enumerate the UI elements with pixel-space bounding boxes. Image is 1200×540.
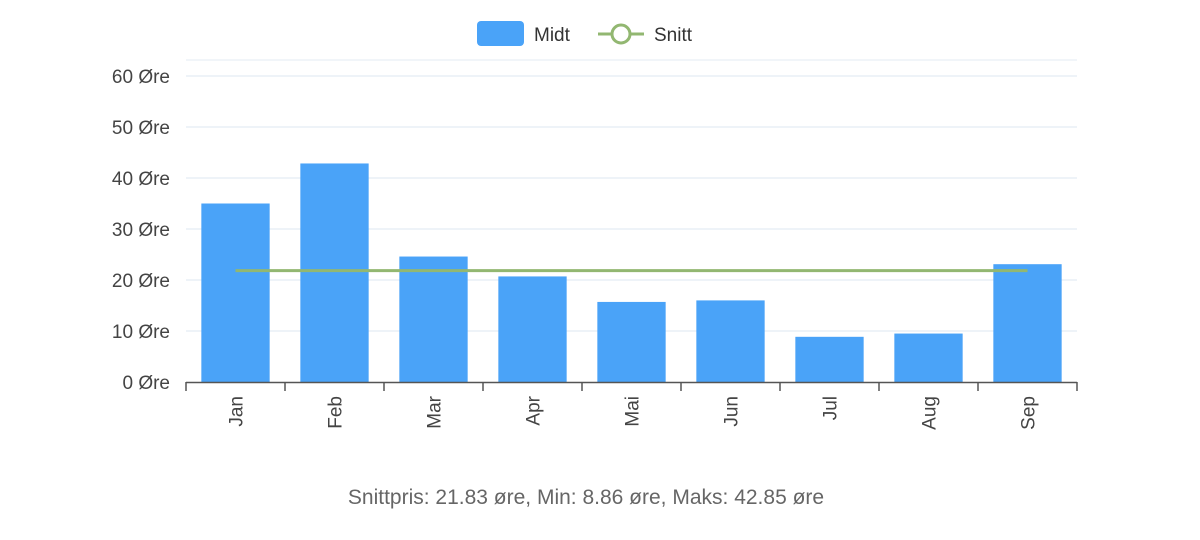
bar-series-midt [201, 163, 1062, 383]
x-tick-label: Jul [821, 396, 842, 420]
y-tick-label: 20 Øre [112, 271, 170, 292]
y-tick-label: 60 Øre [112, 67, 170, 88]
price-summary: Snittpris: 21.83 øre, Min: 8.86 øre, Mak… [347, 486, 825, 509]
legend-label-snitt[interactable]: Snitt [654, 25, 693, 46]
x-tick-label: Sep [1019, 396, 1040, 430]
bar-sep[interactable] [993, 264, 1062, 382]
x-tick-label: Aug [920, 396, 941, 430]
y-axis-tick-labels: 0 Øre 10 Øre 20 Øre 30 Øre 40 Øre 50 Øre 60 Ør… [112, 67, 170, 394]
legend-label-midt[interactable]: Midt [534, 25, 571, 46]
bar-mar[interactable] [399, 256, 468, 382]
bar-jan[interactable] [201, 203, 270, 383]
bar-feb[interactable] [300, 163, 369, 382]
x-tick-label: Mai [623, 396, 644, 427]
legend-swatch-midt [477, 21, 524, 46]
bar-mai[interactable] [597, 301, 666, 382]
legend[interactable]: Midt Snitt [477, 21, 693, 46]
y-tick-label: 40 Øre [112, 169, 170, 190]
bar-jun[interactable] [696, 300, 765, 382]
x-tick-label: Mar [425, 395, 446, 428]
bar-jul[interactable] [795, 336, 864, 382]
y-tick-label: 50 Øre [112, 118, 170, 139]
y-tick-label: 10 Øre [112, 322, 170, 343]
bar-apr[interactable] [498, 276, 567, 382]
y-tick-label: 0 Øre [122, 373, 170, 394]
bar-aug[interactable] [894, 333, 963, 382]
y-tick-label: 30 Øre [112, 220, 170, 241]
bar-chart: 0 Øre 10 Øre 20 Øre 30 Øre 40 Øre 50 Øre 60 Ør… [112, 21, 1078, 430]
axes [185, 381, 1078, 391]
x-tick-label: Apr [524, 395, 545, 425]
legend-swatch-snitt-marker [610, 23, 632, 45]
x-axis-tick-labels: Jan Feb Mar Apr Mai Jun Jul Aug Sep [227, 395, 1040, 429]
x-tick-label: Jun [722, 396, 743, 427]
x-tick-label: Jan [227, 396, 248, 427]
x-tick-label: Feb [326, 396, 347, 429]
